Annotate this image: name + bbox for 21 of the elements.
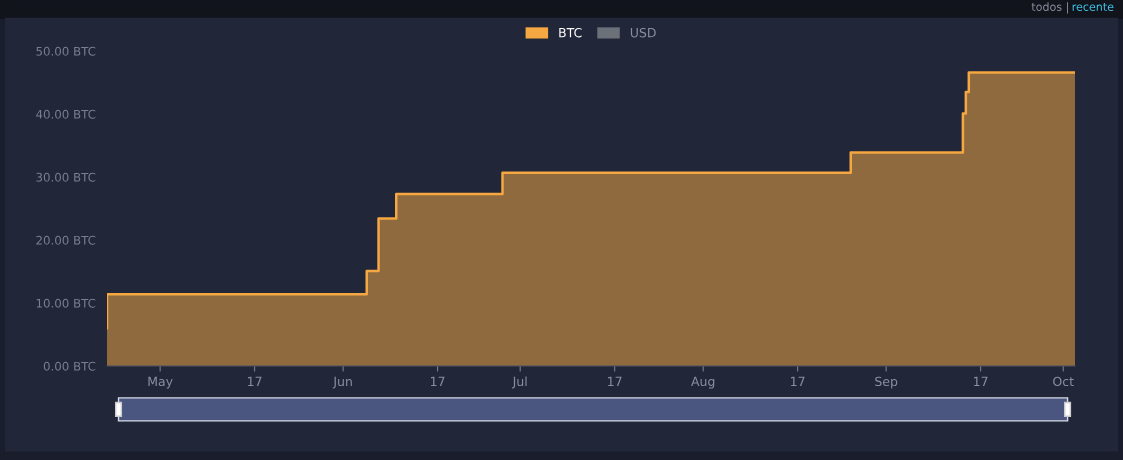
x-tick-label: Jul xyxy=(512,376,527,389)
legend-label: USD xyxy=(630,27,656,38)
x-tick-label: Jun xyxy=(332,376,352,389)
x-tick-label: 17 xyxy=(791,376,805,386)
x-tick-label: 17 xyxy=(608,376,622,386)
y-tick-label: 0.00 BTC xyxy=(43,361,96,371)
x-tick-label: May xyxy=(148,376,173,389)
x-tick-label: 17 xyxy=(248,376,262,386)
y-tick-label: 20.00 BTC xyxy=(36,235,96,245)
text: todos | xyxy=(1031,2,1068,14)
y-tick-label: 10.00 BTC xyxy=(36,298,96,308)
x-tick-label: 17 xyxy=(430,376,445,386)
y-tick-label: 40.00 BTC xyxy=(36,109,96,119)
x-tick-label: Sep xyxy=(875,376,898,389)
y-tick-label: 30.00 BTC xyxy=(36,172,96,182)
x-tick-label: Aug xyxy=(691,376,715,389)
y-tick-label: 50.00 BTC xyxy=(36,46,96,56)
x-tick-label: 17 xyxy=(974,376,988,386)
legend-label: BTC xyxy=(559,27,582,38)
text: recente xyxy=(1072,2,1114,11)
x-tick-label: Oct xyxy=(1053,376,1074,387)
